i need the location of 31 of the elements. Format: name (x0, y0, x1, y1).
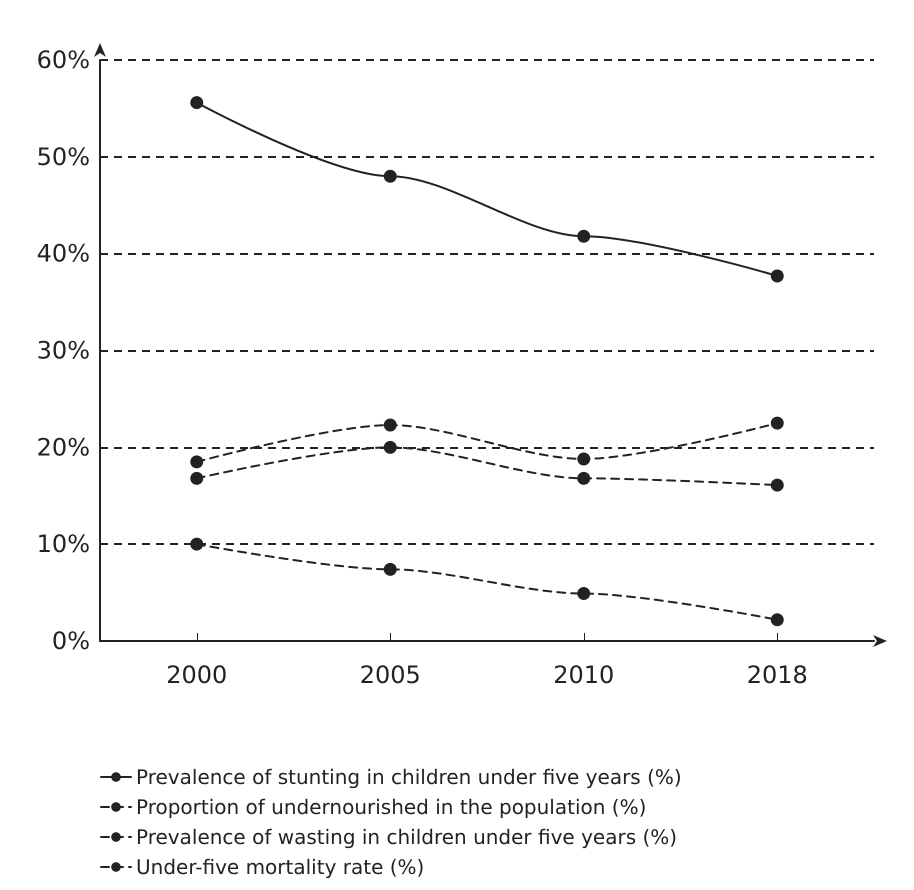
point (190, 96, 204, 110)
y-tick-label: 30% (36, 336, 90, 364)
point (770, 613, 784, 626)
y-tick-label: 50% (36, 142, 90, 171)
point (384, 170, 397, 183)
legend-label: Proportion of undernourished in the population (%) (136, 795, 646, 819)
y-tick-label: 20% (36, 433, 90, 462)
point (770, 416, 784, 430)
y-tick-label: 60% (36, 46, 90, 74)
point (577, 230, 590, 243)
point (384, 562, 397, 576)
x-tick-label: 2010 (553, 661, 614, 689)
x-tick-label: 2018 (746, 661, 808, 689)
point (577, 472, 590, 485)
legend-label: Prevalence of stunting in children under five years (%) (136, 765, 682, 789)
x-tick-label: 2005 (360, 661, 421, 689)
point (577, 452, 590, 466)
legend-label: Under-five mortality rate (%) (136, 855, 424, 879)
point (384, 440, 397, 454)
point (190, 538, 204, 551)
legend-label: Prevalence of wasting in children under five years (%) (136, 825, 678, 849)
point (190, 455, 204, 468)
y-tick-label: 10% (36, 530, 90, 558)
point (770, 269, 784, 282)
x-tick-label: 2000 (166, 661, 228, 689)
y-tick-label: 40% (36, 240, 90, 268)
point (770, 478, 784, 492)
point (384, 418, 397, 432)
y-tick-label: 0% (52, 627, 90, 655)
point (190, 472, 204, 485)
point (577, 587, 590, 600)
